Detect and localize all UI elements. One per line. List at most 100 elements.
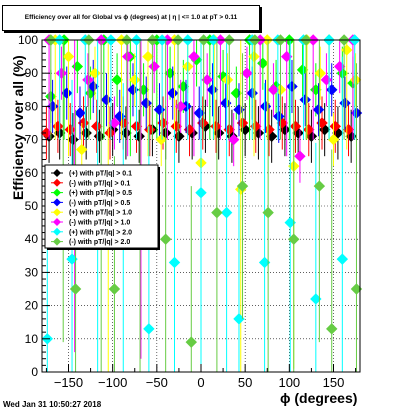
data-point: [220, 206, 233, 219]
data-point: [188, 50, 200, 63]
data-point: [211, 206, 223, 219]
legend-label: (+) with pT/|q| > 0.5: [69, 190, 132, 197]
legend-shadow: [47, 248, 160, 250]
data-point: [294, 150, 306, 162]
data-point: [89, 67, 101, 79]
data-point: [62, 50, 75, 63]
legend-label: (-) with pT/|q| > 0.5: [69, 200, 130, 207]
data-point: [91, 120, 103, 133]
data-point: [236, 180, 249, 192]
data-point: [104, 127, 116, 139]
data-point: [273, 110, 285, 123]
y-tick-label: 60: [25, 166, 39, 180]
data-point: [195, 187, 207, 199]
legend-marker: [53, 169, 61, 177]
axis-ticks: −150 −100 −50 0 50 100 150 0 10 20 30 40 50 60 70 80 90 1…: [18, 33, 357, 390]
data-point: [148, 60, 160, 73]
data-point: [267, 84, 280, 96]
data-point: [108, 283, 121, 295]
data-point: [142, 50, 154, 63]
data-point: [69, 283, 82, 295]
data-point: [241, 67, 253, 79]
legend-label: (+) with pT/|q| > 1.0: [69, 210, 132, 217]
data-point: [299, 94, 311, 106]
data-point: [159, 233, 172, 245]
y-tick-label: 70: [25, 133, 39, 147]
date-stamp: Wed Jan 31 10:50:27 2018: [3, 400, 102, 409]
data-point: [121, 50, 134, 63]
data-point: [71, 60, 84, 73]
data-point: [143, 323, 155, 335]
data-point: [140, 97, 152, 109]
data-point: [221, 74, 234, 86]
legend-box: [44, 164, 159, 249]
data-point: [64, 123, 76, 136]
data-point: [111, 74, 123, 86]
data-point: [168, 256, 181, 269]
legend-marker: [53, 178, 61, 187]
legend-marker: [53, 188, 61, 197]
y-tick-label: 30: [25, 265, 39, 279]
data-point: [341, 44, 353, 56]
legend: (+) with pT/|q| > 0.1 (-) with pT/|q| > 0…: [44, 164, 160, 250]
data-point: [193, 107, 205, 119]
data-point: [262, 206, 274, 219]
data-point: [248, 50, 260, 63]
x-axis-title: ϕ (degrees): [280, 390, 358, 406]
legend-marker: [53, 198, 61, 207]
data-point: [288, 233, 300, 245]
x-tick-label: 50: [238, 375, 252, 390]
data-point: [120, 127, 132, 139]
y-tick-label: 0: [31, 365, 38, 379]
y-tick-label: 50: [25, 199, 39, 213]
legend-marker: [53, 218, 61, 226]
data-point: [327, 133, 340, 146]
data-point: [326, 323, 338, 335]
data-point: [185, 336, 197, 348]
data-point: [314, 67, 326, 79]
x-tick-label: 150: [323, 375, 345, 390]
y-tick-label: 100: [18, 33, 38, 47]
chart-title: Efficiency over all for Global vs ϕ (deg…: [2, 5, 260, 31]
y-tick-label: 20: [25, 299, 39, 313]
legend-label: (-) with pT/|q| > 2.0: [69, 239, 130, 246]
data-point: [257, 57, 269, 69]
x-tick-label: −50: [146, 375, 168, 390]
legend-label: (-) with pT/|q| > 0.1: [69, 180, 130, 187]
x-tick-label: 100: [278, 375, 300, 390]
data-point: [173, 130, 185, 142]
data-point: [227, 133, 240, 146]
data-point: [286, 80, 298, 93]
x-tick-label: −150: [54, 375, 83, 390]
data-point: [326, 84, 338, 96]
data-point: [87, 80, 99, 93]
legend-label: (-) with pT/|q| > 1.0: [69, 220, 130, 227]
data-point: [164, 67, 176, 79]
data-point: [167, 87, 179, 99]
data-point: [74, 107, 86, 119]
data-point: [76, 143, 88, 156]
data-point: [312, 104, 325, 116]
data-point: [67, 133, 79, 146]
data-point: [100, 94, 113, 106]
y-tick-label: 80: [25, 99, 39, 113]
x-tick-label: −100: [98, 375, 127, 390]
data-point: [320, 74, 333, 86]
data-point: [289, 120, 302, 133]
data-point: [129, 74, 141, 86]
legend-marker: [53, 208, 61, 217]
data-point: [80, 127, 92, 139]
data-point: [177, 80, 190, 93]
y-tick-label: 40: [25, 232, 39, 246]
data-point: [230, 87, 243, 99]
y-tick-label: 10: [25, 332, 39, 346]
data-point: [336, 253, 349, 265]
data-point: [329, 120, 341, 133]
y-tick-label: 90: [25, 66, 39, 80]
legend-marker: [53, 237, 61, 246]
data-point: [155, 133, 167, 146]
legend-label: (+) with pT/|q| > 0.1: [69, 171, 132, 178]
legend-shadow: [158, 167, 160, 250]
data-point: [313, 180, 326, 192]
